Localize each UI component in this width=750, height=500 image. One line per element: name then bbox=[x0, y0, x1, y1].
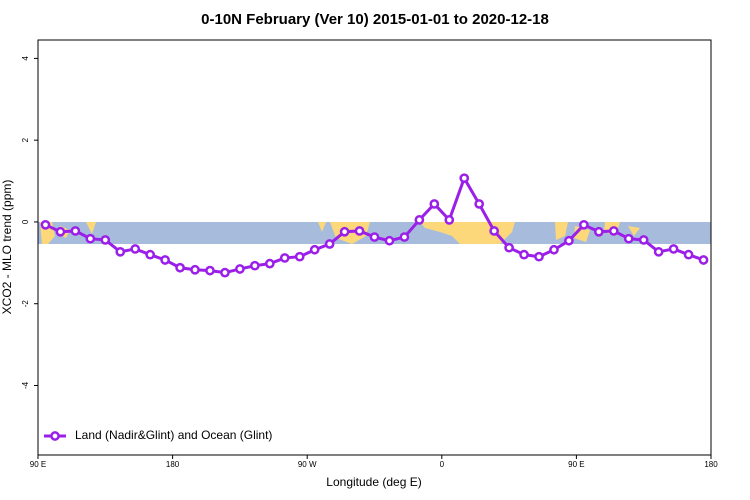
y-tick-label: 0 bbox=[21, 219, 30, 224]
point bbox=[399, 232, 410, 242]
point bbox=[339, 226, 350, 237]
x-tick-label: 180 bbox=[704, 460, 718, 469]
point bbox=[414, 215, 425, 225]
point bbox=[384, 235, 395, 246]
point bbox=[40, 219, 51, 230]
point bbox=[145, 249, 156, 260]
point bbox=[549, 244, 559, 255]
point bbox=[653, 246, 664, 257]
point bbox=[235, 264, 245, 274]
point bbox=[623, 233, 634, 244]
point bbox=[324, 239, 335, 249]
point bbox=[519, 249, 529, 260]
point bbox=[608, 226, 619, 236]
y-tick-label: 4 bbox=[21, 56, 30, 61]
x-axis-label: Longitude (deg E) bbox=[326, 475, 421, 489]
point bbox=[683, 249, 694, 260]
point bbox=[85, 233, 96, 244]
y-tick-label: -2 bbox=[21, 300, 30, 308]
point bbox=[564, 235, 574, 246]
point bbox=[279, 253, 290, 263]
point bbox=[190, 264, 200, 275]
point bbox=[354, 226, 365, 236]
point bbox=[489, 226, 499, 236]
legend-label: Land (Nadir&Glint) and Ocean (Glint) bbox=[75, 428, 272, 442]
point bbox=[309, 244, 320, 255]
point bbox=[593, 226, 604, 237]
x-tick-label: 90 E bbox=[30, 460, 46, 469]
chart-title: 0-10N February (Ver 10) 2015-01-01 to 20… bbox=[201, 11, 549, 28]
point bbox=[444, 215, 455, 225]
point bbox=[220, 267, 230, 278]
y-tick-label: 2 bbox=[21, 137, 30, 142]
point bbox=[264, 258, 275, 269]
point bbox=[638, 235, 649, 245]
point bbox=[504, 242, 514, 253]
y-tick-label: -4 bbox=[21, 381, 30, 389]
y-axis-label: XCO2 - MLO trend (ppm) bbox=[0, 180, 14, 315]
point bbox=[175, 262, 185, 273]
legend-marker bbox=[50, 431, 60, 441]
point bbox=[294, 251, 305, 262]
point bbox=[160, 255, 170, 265]
point bbox=[250, 260, 260, 271]
point bbox=[429, 199, 440, 209]
point bbox=[70, 226, 81, 236]
point bbox=[130, 244, 141, 254]
x-tick-label: 0 bbox=[440, 460, 445, 469]
x-tick-label: 90 E bbox=[568, 460, 584, 469]
point bbox=[100, 235, 111, 245]
point bbox=[205, 265, 215, 276]
x-tick-label: 90 W bbox=[298, 460, 317, 469]
point bbox=[55, 226, 66, 237]
point bbox=[579, 219, 589, 230]
plot-frame bbox=[37, 39, 712, 456]
point bbox=[115, 246, 126, 257]
point bbox=[534, 251, 544, 262]
point bbox=[474, 199, 485, 209]
point bbox=[369, 232, 380, 242]
x-tick-label: 180 bbox=[166, 460, 180, 469]
point bbox=[668, 244, 679, 254]
point bbox=[459, 173, 470, 184]
point bbox=[698, 255, 709, 265]
